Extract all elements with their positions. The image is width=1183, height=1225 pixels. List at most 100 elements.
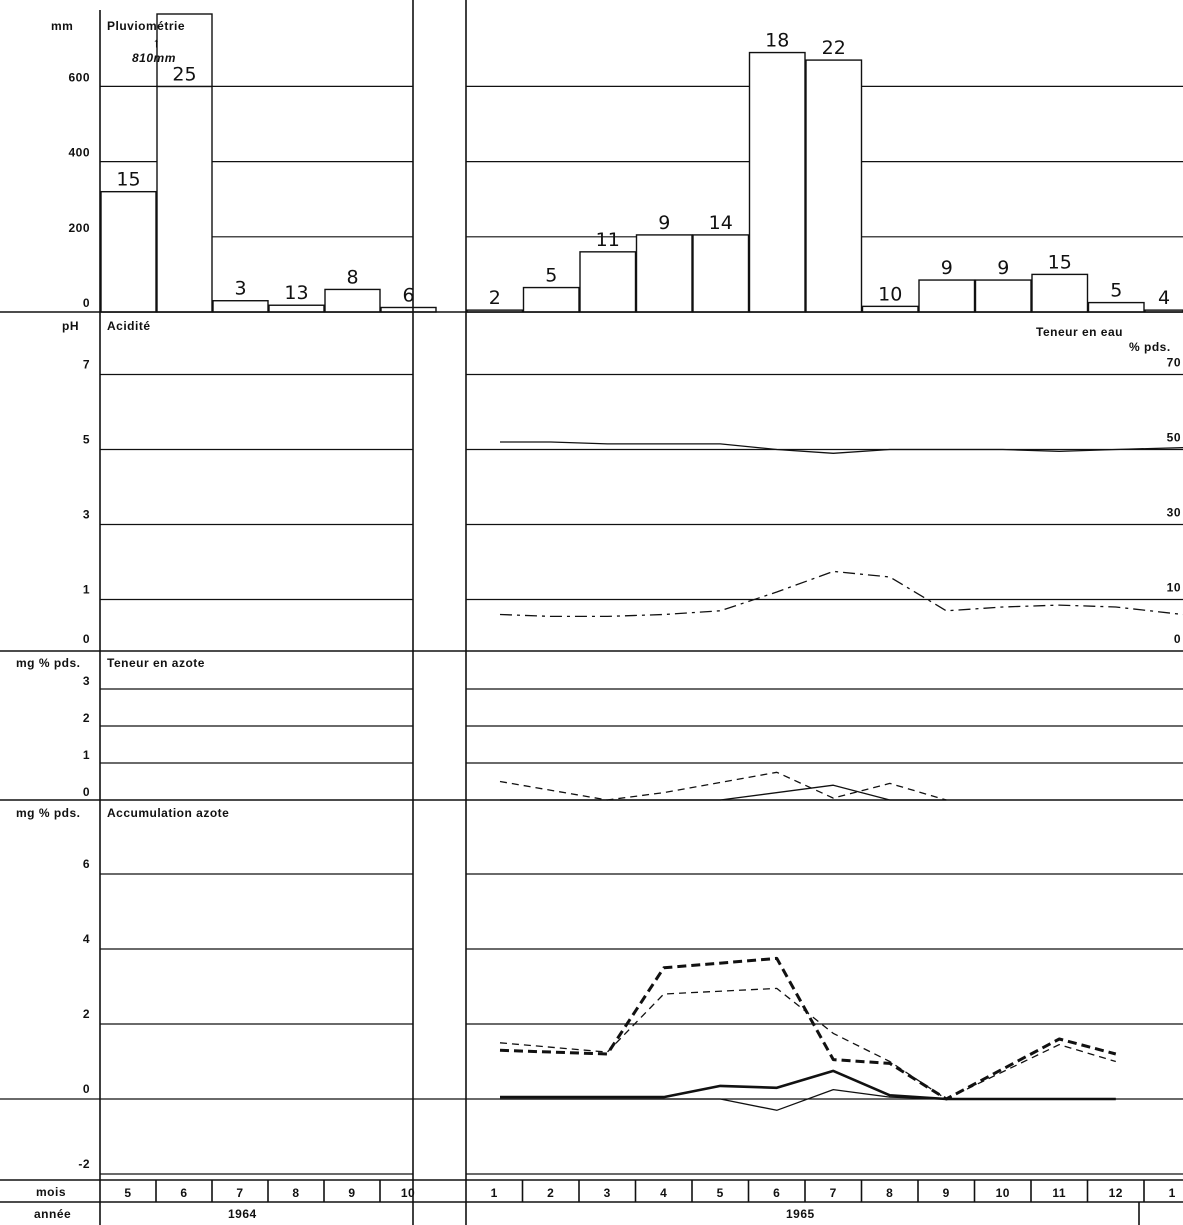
month-label-1965: 4: [660, 1186, 667, 1200]
month-label-1965: 9: [943, 1186, 950, 1200]
rain-bar-1965: [974, 279, 1032, 313]
teneur-eau-tick-label: 50: [1167, 431, 1181, 445]
rain-bar-1964: [324, 288, 381, 313]
accu-tick-label: 6: [83, 857, 90, 871]
month-label-1965: 7: [830, 1186, 837, 1200]
rain-bar-1965: [1031, 273, 1089, 313]
month-label-1964: 10: [401, 1186, 415, 1200]
month-label-1965: 10: [996, 1186, 1010, 1200]
acid-tick-label: 7: [83, 358, 90, 372]
rain-bar-label-1965: 9: [941, 257, 953, 279]
accumulation-series-dashed: [499, 987, 1116, 1100]
acidite-title: Acidité: [107, 319, 151, 333]
accumulation-series-solid: [500, 1088, 947, 1111]
bars-layer: [100, 13, 1183, 313]
acid-tick-label: 1: [83, 583, 90, 597]
accu-tick-label: -2: [78, 1157, 90, 1171]
rain-bar-label-1965: 9: [997, 257, 1009, 279]
month-label-1965: 8: [886, 1186, 893, 1200]
month-label-1964: 9: [348, 1186, 355, 1200]
accu-tick-label: 0: [83, 1082, 90, 1096]
month-label-1965: 2: [547, 1186, 554, 1200]
accu-tick-label: 2: [83, 1007, 90, 1021]
rain-bar-label-1965: 5: [545, 265, 557, 287]
pluv-tick-label: 0: [83, 296, 90, 310]
azot-tick-label: 0: [83, 785, 90, 799]
rain-bar-1964: [268, 304, 325, 313]
year-1965-label: 1965: [786, 1207, 815, 1221]
rain-bar-1965: [692, 234, 750, 313]
rain-bar-label-1965: 18: [765, 30, 789, 52]
annee-label: année: [34, 1207, 71, 1221]
rain-bar-label-1965: 4: [1158, 287, 1170, 309]
rain-bar-1965: [805, 59, 863, 313]
acid-tick-label: 0: [83, 632, 90, 646]
rain-bar-label-1965: 2: [489, 287, 501, 309]
pluv-tick-label: 400: [68, 146, 90, 160]
rain-bar-1965: [1087, 301, 1145, 313]
pluv-tick-label: 600: [68, 70, 90, 84]
acidite-ylabel: pH: [62, 319, 79, 333]
rain-bar-1965: [522, 286, 580, 313]
pluviometrie-title: Pluviométrie: [107, 19, 185, 33]
rain-bar-1965: [861, 305, 919, 313]
rain-bar-label-1964: 8: [346, 266, 358, 288]
azot-tick-label: 2: [83, 711, 90, 725]
rain-bar-1965: [579, 251, 637, 313]
rain-bar-1964: [156, 85, 213, 313]
rain-bar-1964: [100, 190, 157, 313]
month-label-1964: 7: [236, 1186, 243, 1200]
rain-bar-label-1964: 15: [116, 169, 140, 191]
rain-bar-label-1965: 15: [1048, 251, 1072, 273]
rain-bar-label-1965: 14: [709, 212, 733, 234]
rain-bar-overflow: [156, 13, 213, 88]
month-label-1965: 1: [491, 1186, 498, 1200]
pluviometrie-ylabel: mm: [51, 19, 73, 33]
mois-label: mois: [36, 1185, 66, 1199]
month-label-1965: 1: [1169, 1186, 1176, 1200]
accumulation-series-dashed-thick: [499, 956, 1117, 1101]
rain-bar-label-1964: 3: [234, 278, 246, 300]
teneur-azote-title: Teneur en azote: [107, 656, 205, 670]
rain-bar-1965: [918, 279, 976, 313]
rain-bar-label-1965: 10: [878, 283, 902, 305]
teneur-eau-tick-label: 0: [1174, 632, 1181, 646]
rain-bar-label-1965: 9: [658, 212, 670, 234]
month-label-1964: 8: [292, 1186, 299, 1200]
teneur-eau-unit: % pds.: [1129, 340, 1171, 354]
rain-bar-label-1965: 11: [596, 229, 620, 251]
teneur-eau-label: Teneur en eau: [1036, 325, 1123, 339]
rain-bar-1965: [635, 234, 693, 313]
year-1964-label: 1964: [228, 1207, 257, 1221]
teneur-eau-tick-label: 30: [1167, 506, 1181, 520]
rain-bar-label-1964: 25: [172, 63, 196, 85]
overflow-arrow-icon: ↑: [153, 35, 160, 50]
acid-tick-label: 5: [83, 433, 90, 447]
month-label-1965: 3: [604, 1186, 611, 1200]
acidite-series-dash-dot: [499, 570, 1183, 618]
rain-bar-label-1965: 5: [1110, 280, 1122, 302]
rain-bar-label-1964: 13: [284, 282, 308, 304]
rain-bar-label-1965: 22: [822, 37, 846, 59]
teneur-azote-ylabel: mg % pds.: [16, 656, 81, 670]
accumulation-ylabel: mg % pds.: [16, 806, 81, 820]
pluv-tick-label: 200: [68, 221, 90, 235]
month-label-1964: 6: [180, 1186, 187, 1200]
rain-bar-1964: [212, 300, 269, 313]
teneur-eau-tick-label: 10: [1167, 581, 1181, 595]
month-label-1965: 12: [1109, 1186, 1123, 1200]
teneur-eau-tick-label: 70: [1167, 356, 1181, 370]
azot-tick-label: 3: [83, 674, 90, 688]
rain-bar-label-1964: 6: [402, 284, 414, 306]
acidite-series-solid: [500, 441, 1183, 454]
pluviometrie-overflow-note: 810mm: [132, 51, 176, 65]
month-label-1965: 5: [717, 1186, 724, 1200]
azot-tick-label: 1: [83, 748, 90, 762]
month-label-1965: 11: [1052, 1186, 1066, 1200]
month-label-1965: 6: [773, 1186, 780, 1200]
acid-tick-label: 3: [83, 508, 90, 522]
accumulation-title: Accumulation azote: [107, 806, 229, 820]
